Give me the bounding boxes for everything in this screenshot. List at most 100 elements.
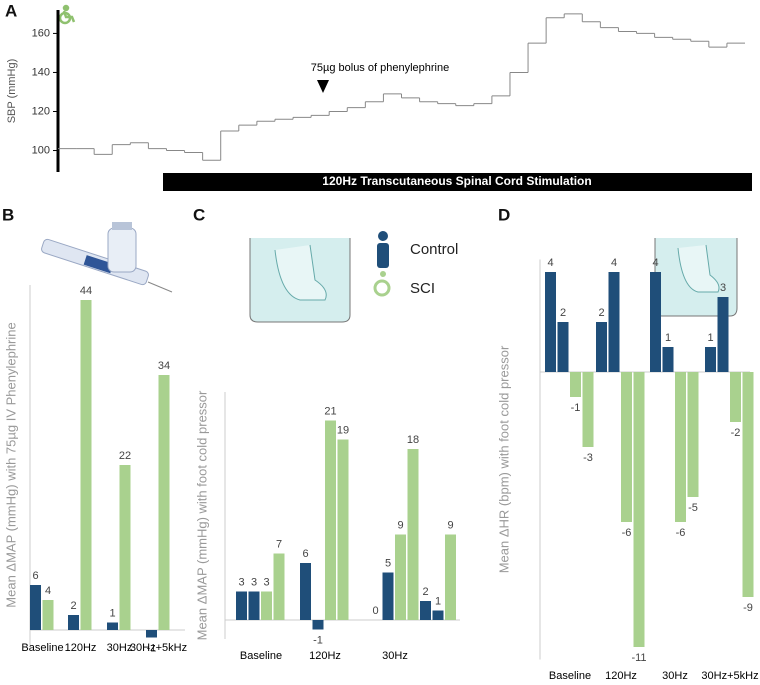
- bar: [621, 372, 632, 522]
- bar: [395, 534, 406, 620]
- x-tick-label: 30Hz: [382, 650, 408, 662]
- bar: [107, 622, 118, 630]
- data-label: 44: [80, 285, 92, 297]
- data-label: 3: [720, 282, 726, 294]
- data-label: 1: [665, 332, 671, 344]
- legend-control-icon: [377, 243, 389, 268]
- legend-label: SCI: [410, 280, 435, 297]
- bar: [337, 439, 349, 620]
- bar: [236, 591, 247, 620]
- bar: [596, 322, 607, 372]
- bar: [570, 372, 581, 397]
- bar: [742, 372, 754, 597]
- bar: [662, 347, 674, 372]
- bar: [30, 585, 41, 630]
- x-tick-label: 30Hz: [662, 670, 688, 682]
- bolus-marker: [317, 80, 329, 93]
- bar: [717, 297, 729, 372]
- bar: [730, 372, 741, 422]
- stimulation-bar: [163, 173, 752, 191]
- bar: [705, 347, 716, 372]
- data-label: 22: [119, 450, 131, 462]
- panel-label: A: [5, 1, 17, 20]
- y-tick-label: 140: [32, 66, 50, 78]
- legend-sci-icon: [373, 279, 391, 297]
- annotation: 75µg bolus of phenylephrine: [311, 62, 449, 74]
- data-label: 21: [324, 405, 336, 417]
- bar: [325, 420, 336, 620]
- bar: [119, 465, 131, 630]
- data-label: 9: [397, 519, 403, 531]
- data-label: 19: [337, 424, 349, 436]
- bar: [68, 615, 79, 630]
- data-label: 3: [251, 576, 257, 588]
- x-tick-label: Baseline: [549, 670, 591, 682]
- wheelchair-icon: [58, 4, 76, 25]
- data-label: -1: [571, 402, 581, 414]
- data-label: 6: [32, 570, 38, 582]
- bar: [273, 553, 285, 620]
- data-label: 9: [447, 519, 453, 531]
- bar: [420, 601, 431, 620]
- y-tick-label: 120: [32, 105, 50, 117]
- data-label: 0: [372, 605, 378, 617]
- bar: [248, 591, 260, 620]
- bar: [608, 272, 620, 372]
- data-label: 18: [407, 434, 419, 446]
- bar: [42, 600, 54, 630]
- panel-label: D: [498, 205, 510, 224]
- y-axis-label: Mean ΔMAP (mmHg) with foot cold pressor: [194, 390, 209, 640]
- data-label: -3: [583, 452, 593, 464]
- data-label: -1: [147, 642, 157, 654]
- panel-label: C: [193, 205, 205, 224]
- bar: [407, 449, 419, 620]
- data-label: -11: [631, 652, 646, 664]
- x-tick-label: Baseline: [240, 650, 282, 662]
- bar: [545, 272, 556, 372]
- y-tick-label: 100: [32, 144, 50, 156]
- data-label: 2: [70, 600, 76, 612]
- x-tick-label: 30Hz+5kHz: [130, 642, 187, 654]
- data-label: 3: [263, 576, 269, 588]
- x-tick-label: 120Hz: [605, 670, 637, 682]
- x-tick-label: 30Hz+5kHz: [701, 670, 758, 682]
- y-axis-label: Mean ΔHR (bpm) with foot cold pressor: [496, 345, 511, 573]
- bar: [158, 375, 170, 630]
- data-label: 1: [435, 595, 441, 607]
- bar: [687, 372, 699, 497]
- bar: [300, 563, 311, 620]
- data-label: 4: [652, 257, 658, 269]
- data-label: -6: [622, 527, 632, 539]
- bar: [261, 591, 272, 620]
- data-label: 34: [158, 360, 170, 372]
- bar: [432, 610, 444, 620]
- data-label: 1: [707, 332, 713, 344]
- x-tick-label: Baseline: [21, 642, 63, 654]
- legend-label: Control: [410, 241, 458, 258]
- stimulation-label: 120Hz Transcutaneous Spinal Cord Stimula…: [322, 174, 591, 188]
- bar: [557, 322, 569, 372]
- data-label: 4: [547, 257, 553, 269]
- data-label: 7: [276, 538, 282, 550]
- bar: [582, 372, 594, 447]
- bar: [146, 630, 157, 638]
- x-tick-label: 120Hz: [65, 642, 97, 654]
- y-axis-label: Mean ΔMAP (mmHg) with 75µg IV Phenylephr…: [3, 322, 18, 607]
- data-label: 2: [422, 586, 428, 598]
- data-label: -1: [313, 634, 323, 646]
- data-label: -6: [676, 527, 686, 539]
- bar: [80, 300, 92, 630]
- beaker-illustration-c: [249, 238, 351, 323]
- data-label: 1: [109, 607, 115, 619]
- y-tick-label: 160: [32, 27, 50, 39]
- data-label: 5: [385, 557, 391, 569]
- data-label: 2: [560, 307, 566, 319]
- data-label: -5: [688, 502, 698, 514]
- data-label: 3: [238, 576, 244, 588]
- syringe-illustration: [41, 222, 173, 293]
- bar: [382, 572, 394, 620]
- data-label: -9: [743, 602, 753, 614]
- legend-sci-icon: [380, 271, 386, 277]
- bar: [445, 534, 456, 620]
